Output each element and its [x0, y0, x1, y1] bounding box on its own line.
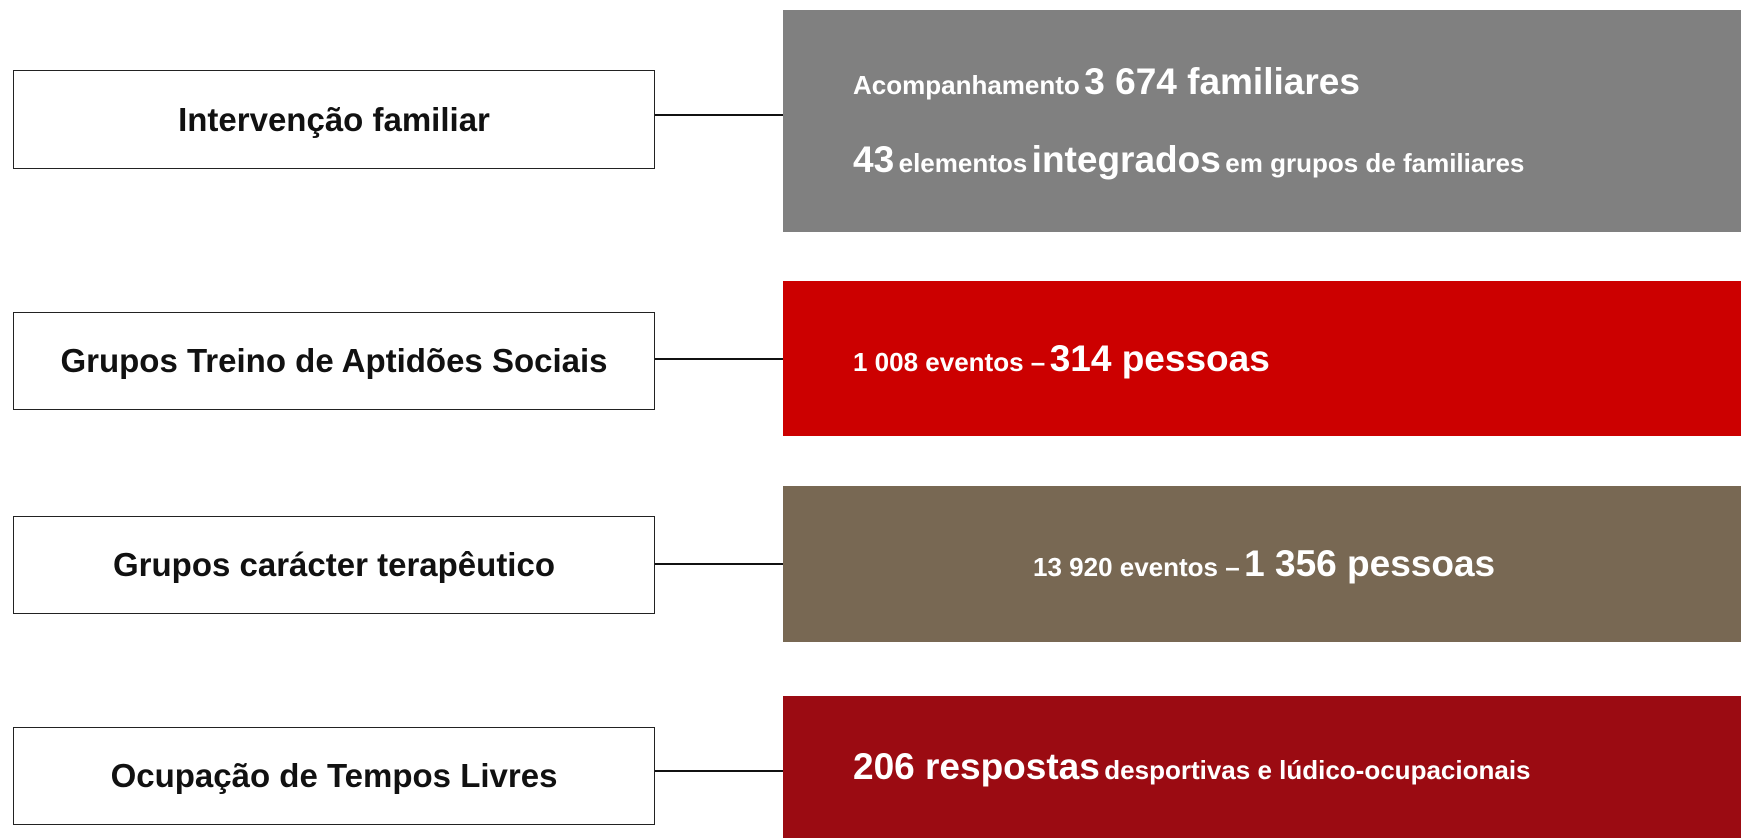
text-big: integrados [1031, 139, 1221, 180]
text-big: 1 356 pessoas [1244, 543, 1496, 584]
text-small: Acompanhamento [853, 70, 1080, 100]
text-small: 13 920 eventos – [1033, 552, 1240, 582]
text-small: desportivas e lúdico-ocupacionais [1104, 755, 1531, 785]
label-box: Intervenção familiar [13, 70, 655, 169]
connector [655, 563, 783, 565]
text-big: 314 pessoas [1049, 337, 1270, 379]
connector [655, 358, 783, 360]
text-big: 43 [853, 139, 895, 180]
panel: 1 008 eventos – 314 pessoas [783, 281, 1741, 436]
panel-line: Acompanhamento 3 674 familiares [853, 61, 1741, 103]
panel-line: 1 008 eventos – 314 pessoas [853, 338, 1741, 380]
panel-line: 13 920 eventos – 1 356 pessoas [1033, 543, 1741, 585]
label-box: Grupos carácter terapêutico [13, 516, 655, 614]
connector [655, 114, 783, 116]
text-small: 1 008 eventos – [853, 346, 1046, 377]
text-big: 3 674 familiares [1084, 61, 1360, 102]
text-small: elementos [898, 148, 1028, 178]
label-box: Grupos Treino de Aptidões Sociais [13, 312, 655, 410]
text-big: 206 respostas [853, 746, 1100, 787]
panel-line: 43 elementos integrados em grupos de fam… [853, 139, 1741, 181]
panel: 206 respostas desportivas e lúdico-ocupa… [783, 696, 1741, 838]
panel: 13 920 eventos – 1 356 pessoas [783, 486, 1741, 642]
text-small: em grupos de familiares [1225, 148, 1525, 178]
panel: Acompanhamento 3 674 familiares 43 eleme… [783, 10, 1741, 232]
label-box: Ocupação de Tempos Livres [13, 727, 655, 825]
panel-line: 206 respostas desportivas e lúdico-ocupa… [853, 746, 1741, 788]
connector [655, 770, 783, 772]
